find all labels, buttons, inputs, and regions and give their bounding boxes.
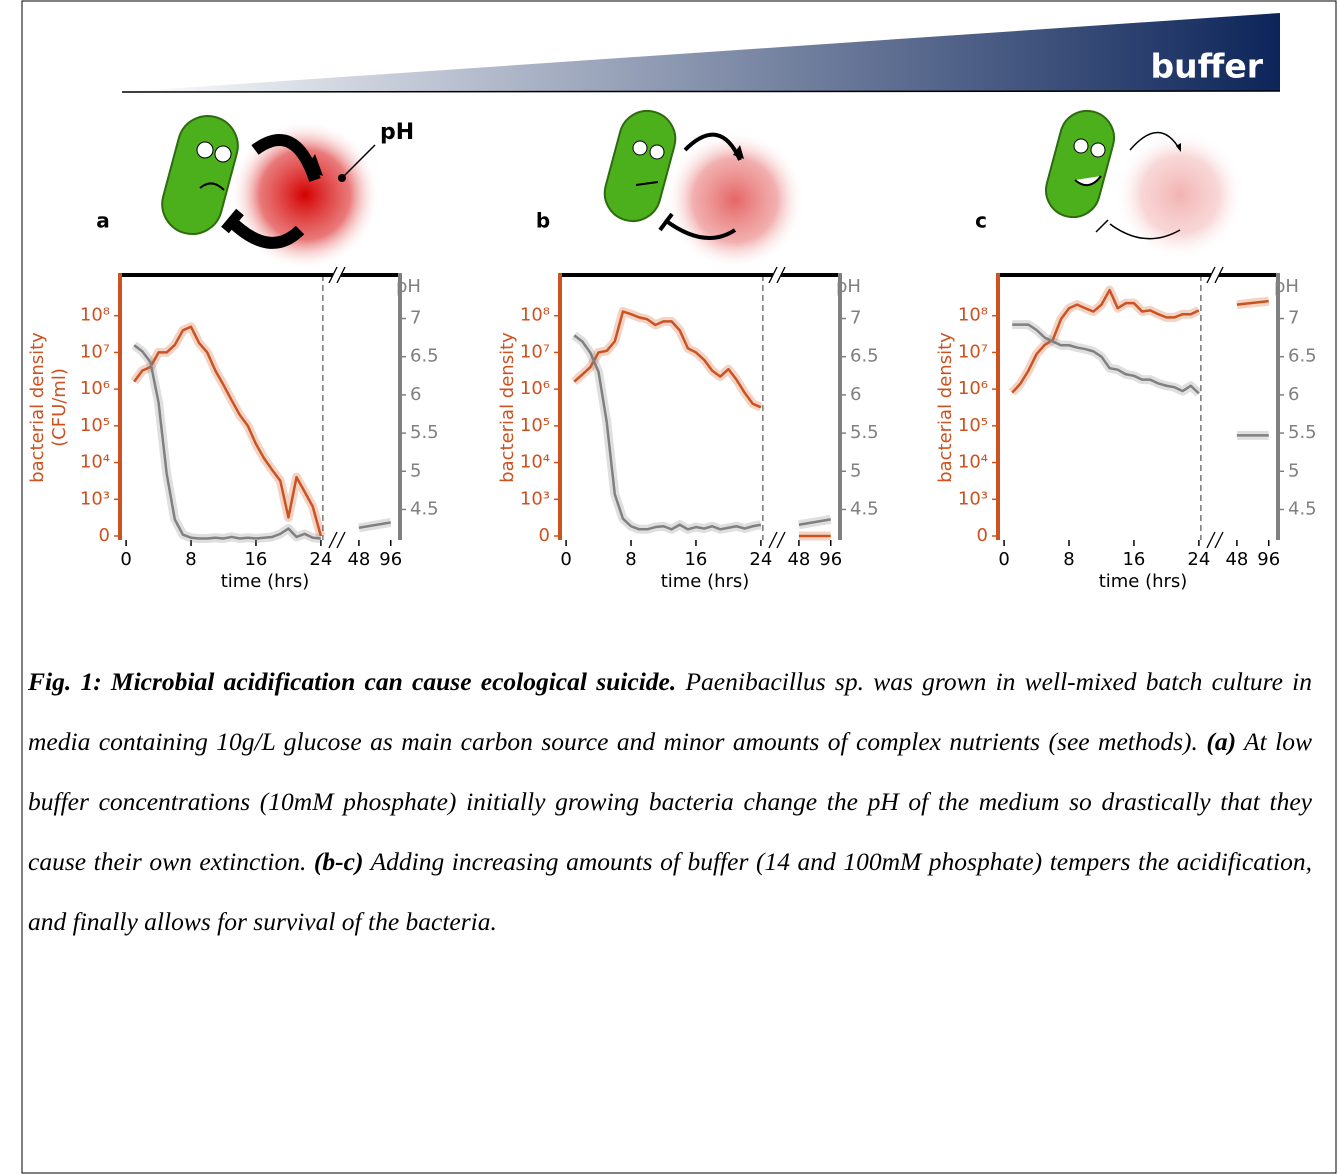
y-tick-label: 10⁶: [520, 378, 550, 399]
y2-axis-label: pH: [836, 276, 861, 297]
y-tick-label: 10⁶: [958, 378, 988, 399]
x-axis-label: time (hrs): [221, 571, 310, 592]
y-tick-label: 10⁷: [80, 341, 110, 362]
x-tick-label: 0: [560, 549, 571, 570]
x-tick-label: 8: [625, 549, 636, 570]
y-tick-label: 10³: [520, 488, 550, 509]
y2-tick-label: 6.5: [850, 346, 879, 367]
axis-break: [777, 532, 785, 548]
panel-label: c: [975, 209, 987, 233]
x-axis-label: time (hrs): [1099, 571, 1188, 592]
axis-break: [1215, 532, 1223, 548]
y-tick-label: 10⁴: [958, 452, 988, 473]
y2-tick-label: 5.5: [410, 422, 439, 443]
y-tick-label: 10³: [958, 488, 988, 509]
figure: buffer pH a 0 10³ 10⁴ 10⁵ 10⁶ 10⁷ 10⁸ 4.5 5 5.5 6 6.…: [0, 0, 1339, 1174]
y-tick-label: 10³: [80, 488, 110, 509]
y-tick-label: 10⁴: [80, 452, 110, 473]
panel-label: b: [536, 209, 550, 233]
caption-label: (b-c): [314, 847, 364, 876]
y-axis-label: bacterial density: [27, 332, 48, 483]
y-tick-label: 10⁸: [80, 305, 110, 326]
y2-tick-label: 6: [410, 384, 421, 405]
buffer-gradient: [122, 13, 1280, 92]
y-axis-label: bacterial density: [497, 332, 518, 483]
series-band: [574, 335, 761, 529]
y-tick-label: 10⁸: [958, 305, 988, 326]
x-tick-label: 16: [684, 549, 707, 570]
caption: Fig. 1: Microbial acidification can caus…: [28, 652, 1312, 952]
panel-label: a: [96, 209, 110, 233]
x-tick-label: 48: [347, 549, 370, 570]
y2-tick-label: 7: [1288, 308, 1299, 329]
axis-break: [337, 532, 345, 548]
y2-tick-label: 5.5: [1288, 422, 1317, 443]
caption-label: (a): [1206, 727, 1236, 756]
y-tick-label: 10⁵: [958, 415, 988, 436]
y2-tick-label: 5.5: [850, 422, 879, 443]
axis-break: [329, 532, 337, 548]
y2-axis-label: pH: [396, 276, 421, 297]
y-tick-label: 10⁶: [80, 378, 110, 399]
illustration-b: [598, 105, 805, 270]
ph-blob-label: pH: [380, 120, 414, 145]
illustration-c: [1040, 105, 1245, 260]
y2-tick-label: 5: [1288, 460, 1299, 481]
y-tick-label: 0: [977, 525, 988, 546]
y2-tick-label: 6: [1288, 384, 1299, 405]
x-tick-label: 16: [244, 549, 267, 570]
y-axis-label: (CFU/ml): [49, 368, 70, 447]
illustration-a: [155, 109, 380, 270]
buffer-label: buffer: [1150, 47, 1263, 86]
y2-tick-label: 5: [850, 460, 861, 481]
gradient-edge: [122, 91, 1280, 92]
y-tick-label: 10⁷: [958, 341, 988, 362]
y2-tick-label: 6.5: [410, 346, 439, 367]
x-tick-label: 0: [120, 549, 131, 570]
axis-break: [769, 532, 777, 548]
y2-tick-label: 7: [850, 308, 861, 329]
y-tick-label: 10⁵: [520, 415, 550, 436]
y2-tick-label: 4.5: [850, 498, 879, 519]
x-tick-label: 24: [309, 549, 332, 570]
y-tick-label: 0: [99, 525, 110, 546]
y2-tick-label: 4.5: [410, 498, 439, 519]
y2-tick-label: 4.5: [1288, 498, 1317, 519]
x-tick-label: 96: [379, 549, 402, 570]
y2-tick-label: 7: [410, 308, 421, 329]
x-tick-label: 96: [1257, 549, 1280, 570]
x-tick-label: 8: [1063, 549, 1074, 570]
y-axis-label: bacterial density: [935, 332, 956, 483]
x-tick-label: 48: [787, 549, 810, 570]
page: buffer pH a 0 10³ 10⁴ 10⁵ 10⁶ 10⁷ 10⁸ 4.5 5 5.5 6 6.…: [0, 0, 1339, 1174]
x-tick-label: 8: [185, 549, 196, 570]
x-tick-label: 48: [1225, 549, 1248, 570]
y-tick-label: 10⁷: [520, 341, 550, 362]
y2-tick-label: 6.5: [1288, 346, 1317, 367]
x-axis-label: time (hrs): [661, 571, 750, 592]
y-tick-label: 10⁸: [520, 305, 550, 326]
y2-tick-label: 5: [410, 460, 421, 481]
y-tick-label: 10⁴: [520, 452, 550, 473]
y-tick-label: 10⁵: [80, 415, 110, 436]
y2-tick-label: 6: [850, 384, 861, 405]
caption-title: Fig. 1: Microbial acidification can caus…: [28, 667, 676, 696]
y-tick-label: 0: [539, 525, 550, 546]
x-tick-label: 0: [998, 549, 1009, 570]
x-tick-label: 16: [1122, 549, 1145, 570]
x-tick-label: 24: [749, 549, 772, 570]
series-line: [574, 335, 761, 529]
series-band: [1012, 290, 1199, 393]
x-tick-label: 96: [819, 549, 842, 570]
y2-axis-label: pH: [1274, 276, 1299, 297]
axis-break: [1207, 532, 1215, 548]
x-tick-label: 24: [1187, 549, 1210, 570]
